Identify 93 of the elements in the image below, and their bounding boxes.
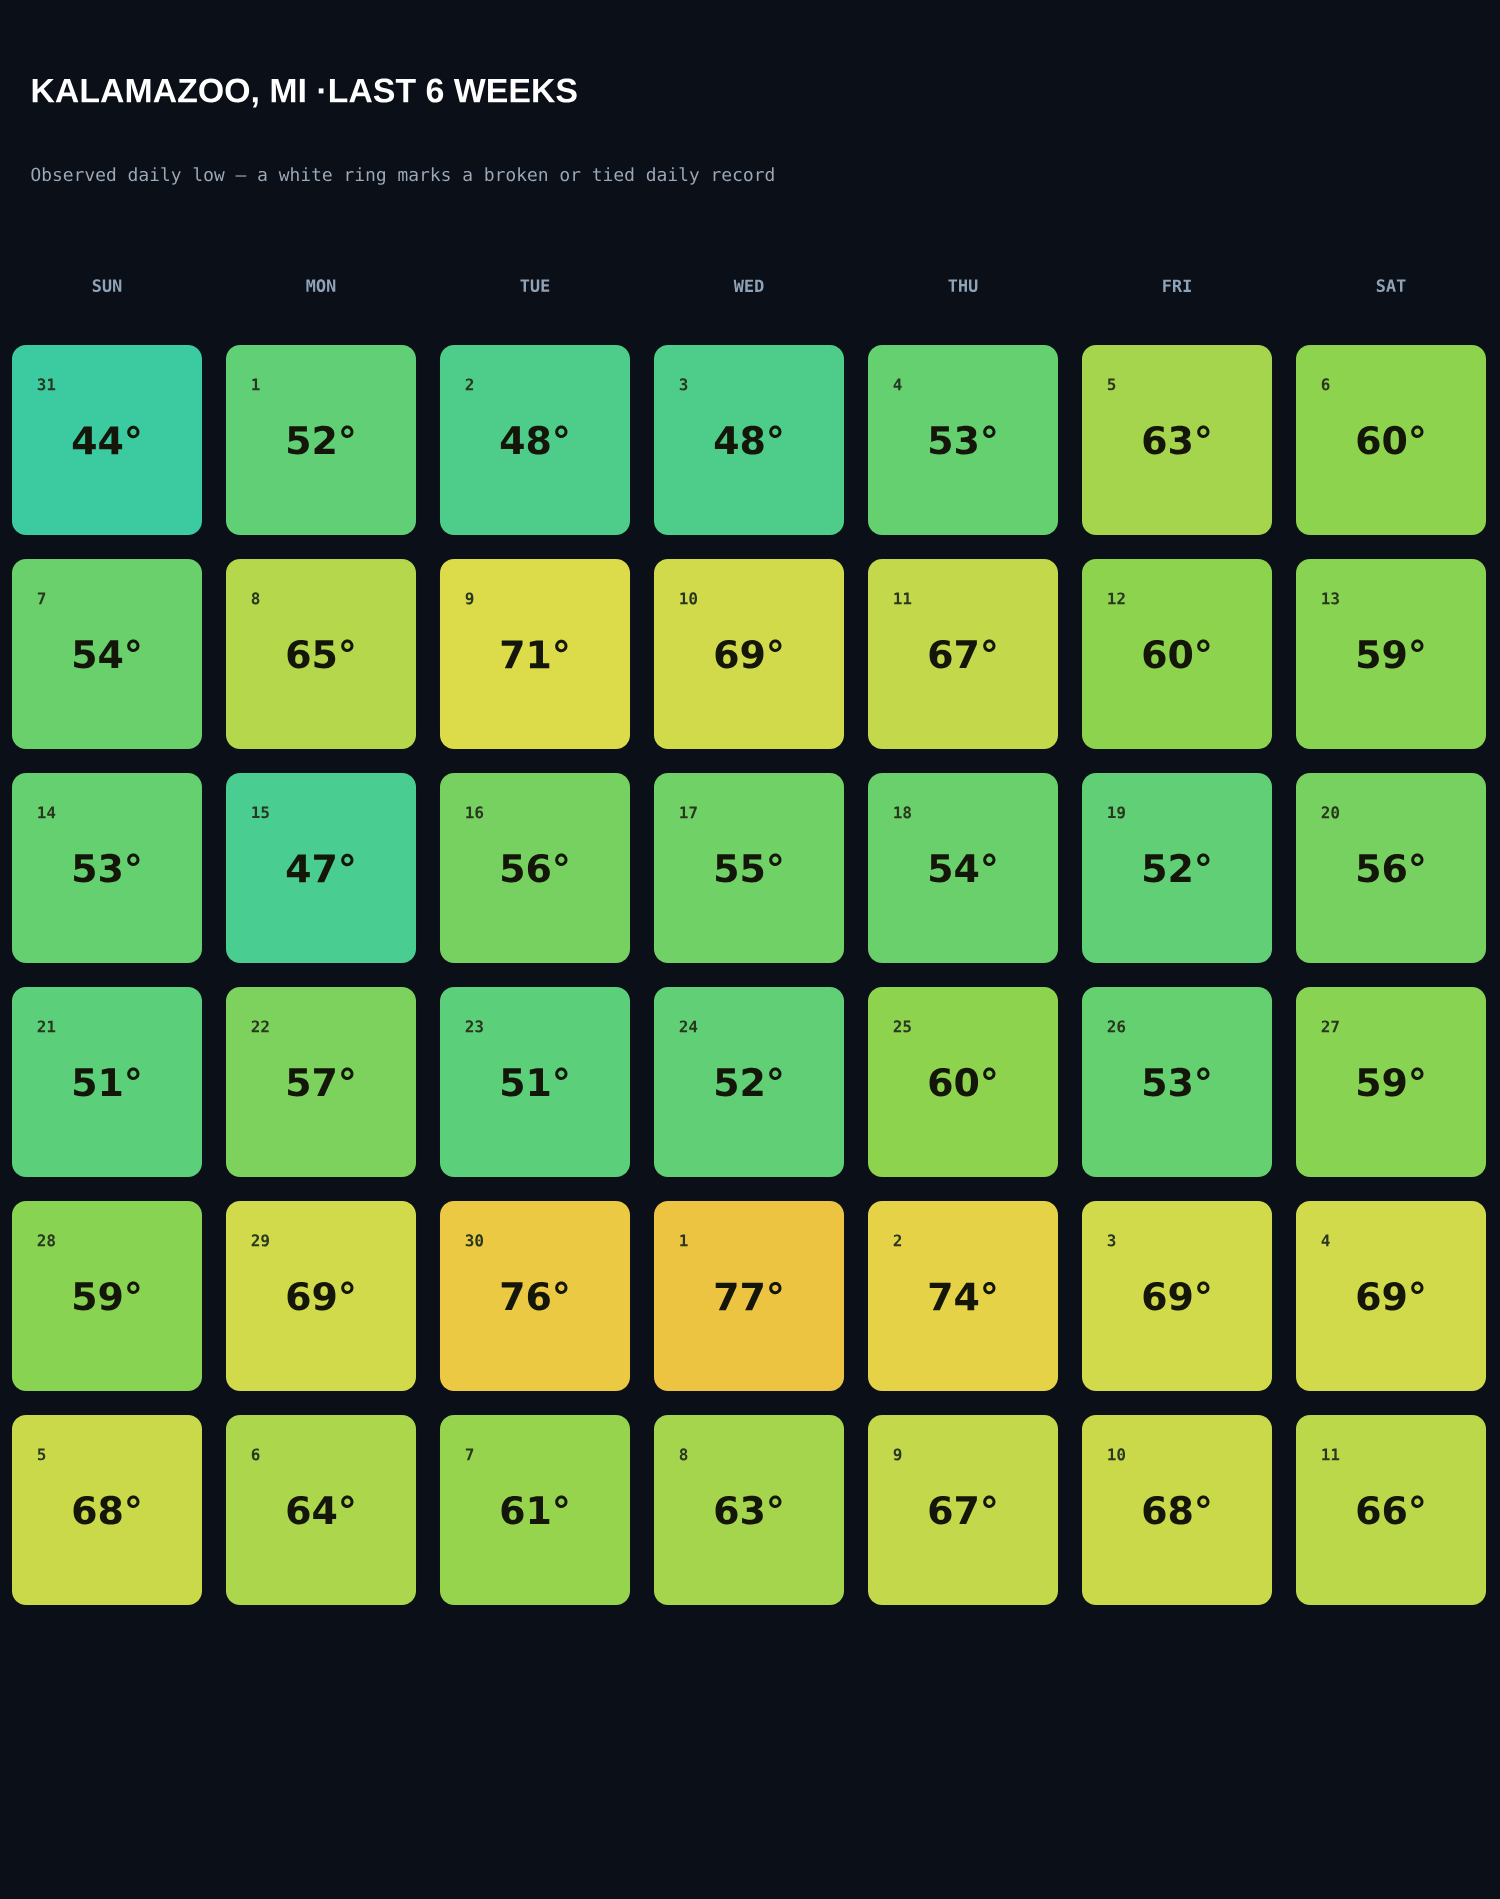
annotation: 27 xyxy=(1321,1020,1339,1033)
data-label: 68° xyxy=(73,1495,140,1525)
x-tick-label: THU xyxy=(948,279,978,292)
x-tick-label: MON xyxy=(306,279,336,292)
data-label: 56° xyxy=(1358,853,1424,883)
annotation: 8 xyxy=(679,1448,688,1461)
annotation: 28 xyxy=(37,1234,55,1247)
annotation: 8 xyxy=(251,592,260,605)
annotation: 5 xyxy=(37,1448,46,1461)
data-label: 66° xyxy=(1357,1495,1424,1525)
data-label: 51° xyxy=(502,1067,568,1097)
data-label: 53° xyxy=(1144,1067,1210,1097)
data-label: 53° xyxy=(930,425,996,455)
data-label: 59° xyxy=(1358,1067,1424,1097)
data-label: 53° xyxy=(74,853,140,883)
data-label: 59° xyxy=(1358,639,1424,669)
chart-title: KALAMAZOO, MI ·LAST 6 WEEKS xyxy=(32,78,577,108)
data-label: 59° xyxy=(74,1281,140,1311)
data-label: 69° xyxy=(1357,1281,1424,1311)
annotation: 24 xyxy=(679,1020,698,1033)
annotation: 9 xyxy=(893,1448,902,1461)
data-label: 74° xyxy=(929,1281,996,1311)
chart-subtitle: Observed daily low — a white ring marks a broken or tied daily record xyxy=(31,167,774,185)
data-label: 60° xyxy=(1143,639,1210,669)
annotation: 3 xyxy=(679,378,688,391)
data-label: 52° xyxy=(716,1067,782,1097)
data-label: 60° xyxy=(1357,425,1424,455)
x-tick-label: SUN xyxy=(92,279,122,292)
data-label: 69° xyxy=(715,639,782,669)
annotation: 2 xyxy=(465,378,474,391)
data-label: 63° xyxy=(1143,425,1210,455)
annotation: 29 xyxy=(251,1234,269,1247)
data-label: 47° xyxy=(286,853,354,883)
annotation: 6 xyxy=(1321,378,1330,391)
x-tick-label: FRI xyxy=(1163,279,1191,292)
annotation: 20 xyxy=(1321,806,1340,819)
data-label: 77° xyxy=(715,1281,782,1311)
data-label: 54° xyxy=(930,853,996,883)
annotation: 5 xyxy=(1107,378,1116,391)
annotation: 7 xyxy=(37,592,46,605)
data-label: 61° xyxy=(501,1495,568,1525)
data-label: 55° xyxy=(716,853,782,883)
annotation: 30 xyxy=(465,1234,483,1247)
annotation: 26 xyxy=(1107,1020,1126,1033)
x-tick-label: WED xyxy=(733,279,764,292)
annotation: 1 xyxy=(252,378,260,391)
annotation: 7 xyxy=(465,1448,474,1461)
data-label: 52° xyxy=(1144,853,1210,883)
annotation: 9 xyxy=(465,592,474,605)
annotation: 6 xyxy=(251,1448,260,1461)
data-label: 44° xyxy=(72,425,140,455)
annotation: 12 xyxy=(1108,592,1125,605)
annotation: 16 xyxy=(466,806,484,819)
annotation: 1 xyxy=(680,1234,688,1247)
annotation: 2 xyxy=(893,1234,902,1247)
data-label: 65° xyxy=(287,639,354,669)
data-label: 51° xyxy=(74,1067,140,1097)
data-label: 67° xyxy=(929,1495,996,1525)
annotation: 21 xyxy=(37,1020,56,1033)
annotation: 11 xyxy=(1322,1448,1340,1461)
data-label: 76° xyxy=(501,1281,568,1311)
annotation: 10 xyxy=(680,592,698,605)
data-label: 69° xyxy=(287,1281,354,1311)
annotation: 3 xyxy=(1107,1234,1116,1247)
annotation: 25 xyxy=(893,1020,911,1033)
annotation: 10 xyxy=(1108,1448,1126,1461)
x-tick-label: SAT xyxy=(1376,279,1406,292)
data-label: 71° xyxy=(501,639,568,669)
annotation: 4 xyxy=(893,378,902,391)
annotation: 23 xyxy=(465,1020,483,1033)
annotation: 18 xyxy=(894,806,911,819)
annotation: 17 xyxy=(680,806,697,819)
data-label: 64° xyxy=(287,1495,354,1525)
data-label: 63° xyxy=(715,1495,782,1525)
annotation: 19 xyxy=(1108,806,1125,819)
data-label: 67° xyxy=(929,639,996,669)
data-label: 52° xyxy=(288,425,354,455)
data-label: 68° xyxy=(1143,1495,1210,1525)
data-label: 48° xyxy=(500,425,568,455)
annotation: 22 xyxy=(251,1020,269,1033)
data-label: 48° xyxy=(714,425,782,455)
annotation: 11 xyxy=(894,592,912,605)
x-tick-label: TUE xyxy=(520,279,550,292)
annotation: 31 xyxy=(37,378,56,391)
annotation: 14 xyxy=(38,806,56,819)
data-label: 69° xyxy=(1143,1281,1210,1311)
data-label: 60° xyxy=(929,1067,996,1097)
data-label: 56° xyxy=(502,853,568,883)
annotation: 13 xyxy=(1322,592,1339,605)
data-label: 57° xyxy=(288,1067,354,1097)
annotation: 15 xyxy=(252,806,269,819)
data-label: 54° xyxy=(74,639,140,669)
annotation: 4 xyxy=(1321,1234,1330,1247)
